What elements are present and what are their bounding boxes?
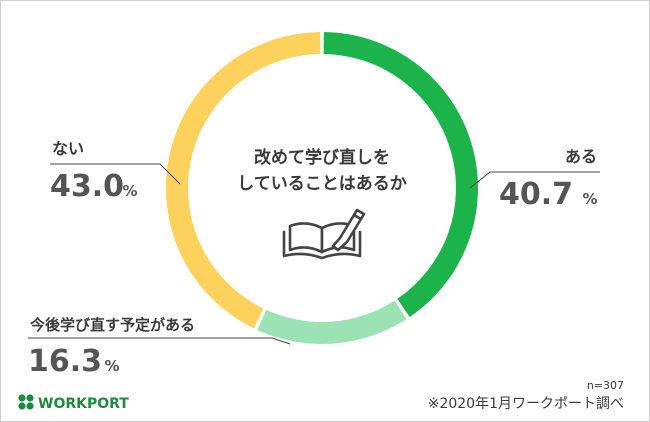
- donut-slices: [165, 32, 478, 344]
- label-planned: 今後学び直す予定がある: [29, 316, 195, 334]
- unit-nai: %: [122, 182, 137, 200]
- leader-lines: [28, 163, 600, 345]
- leader-line-planned: [28, 337, 291, 345]
- sample-note: n=307: [587, 379, 624, 392]
- value-aru: 40.7: [499, 177, 573, 212]
- slice-aru: [323, 32, 478, 318]
- label-aru: ある: [565, 147, 597, 166]
- chart-title-line-2: していることはあるか: [237, 174, 407, 194]
- value-planned: 16.3: [28, 344, 102, 379]
- chart-title-line-1: 改めて学び直しを: [254, 147, 390, 168]
- value-nai: 43.0: [50, 169, 124, 204]
- brand-logo-text: WORKPORT: [38, 396, 129, 412]
- unit-planned: %: [104, 357, 119, 375]
- slice-planned: [257, 300, 407, 344]
- unit-aru: %: [582, 190, 597, 208]
- leader-line-aru: [469, 171, 600, 189]
- clover-icon: [18, 394, 34, 410]
- slice-nai: [165, 32, 321, 329]
- leader-line-nai: [50, 163, 181, 185]
- source-note: ※2020年1月ワークポート調べ: [428, 396, 624, 412]
- book-pen-icon: [282, 208, 366, 260]
- label-nai: ない: [52, 139, 84, 158]
